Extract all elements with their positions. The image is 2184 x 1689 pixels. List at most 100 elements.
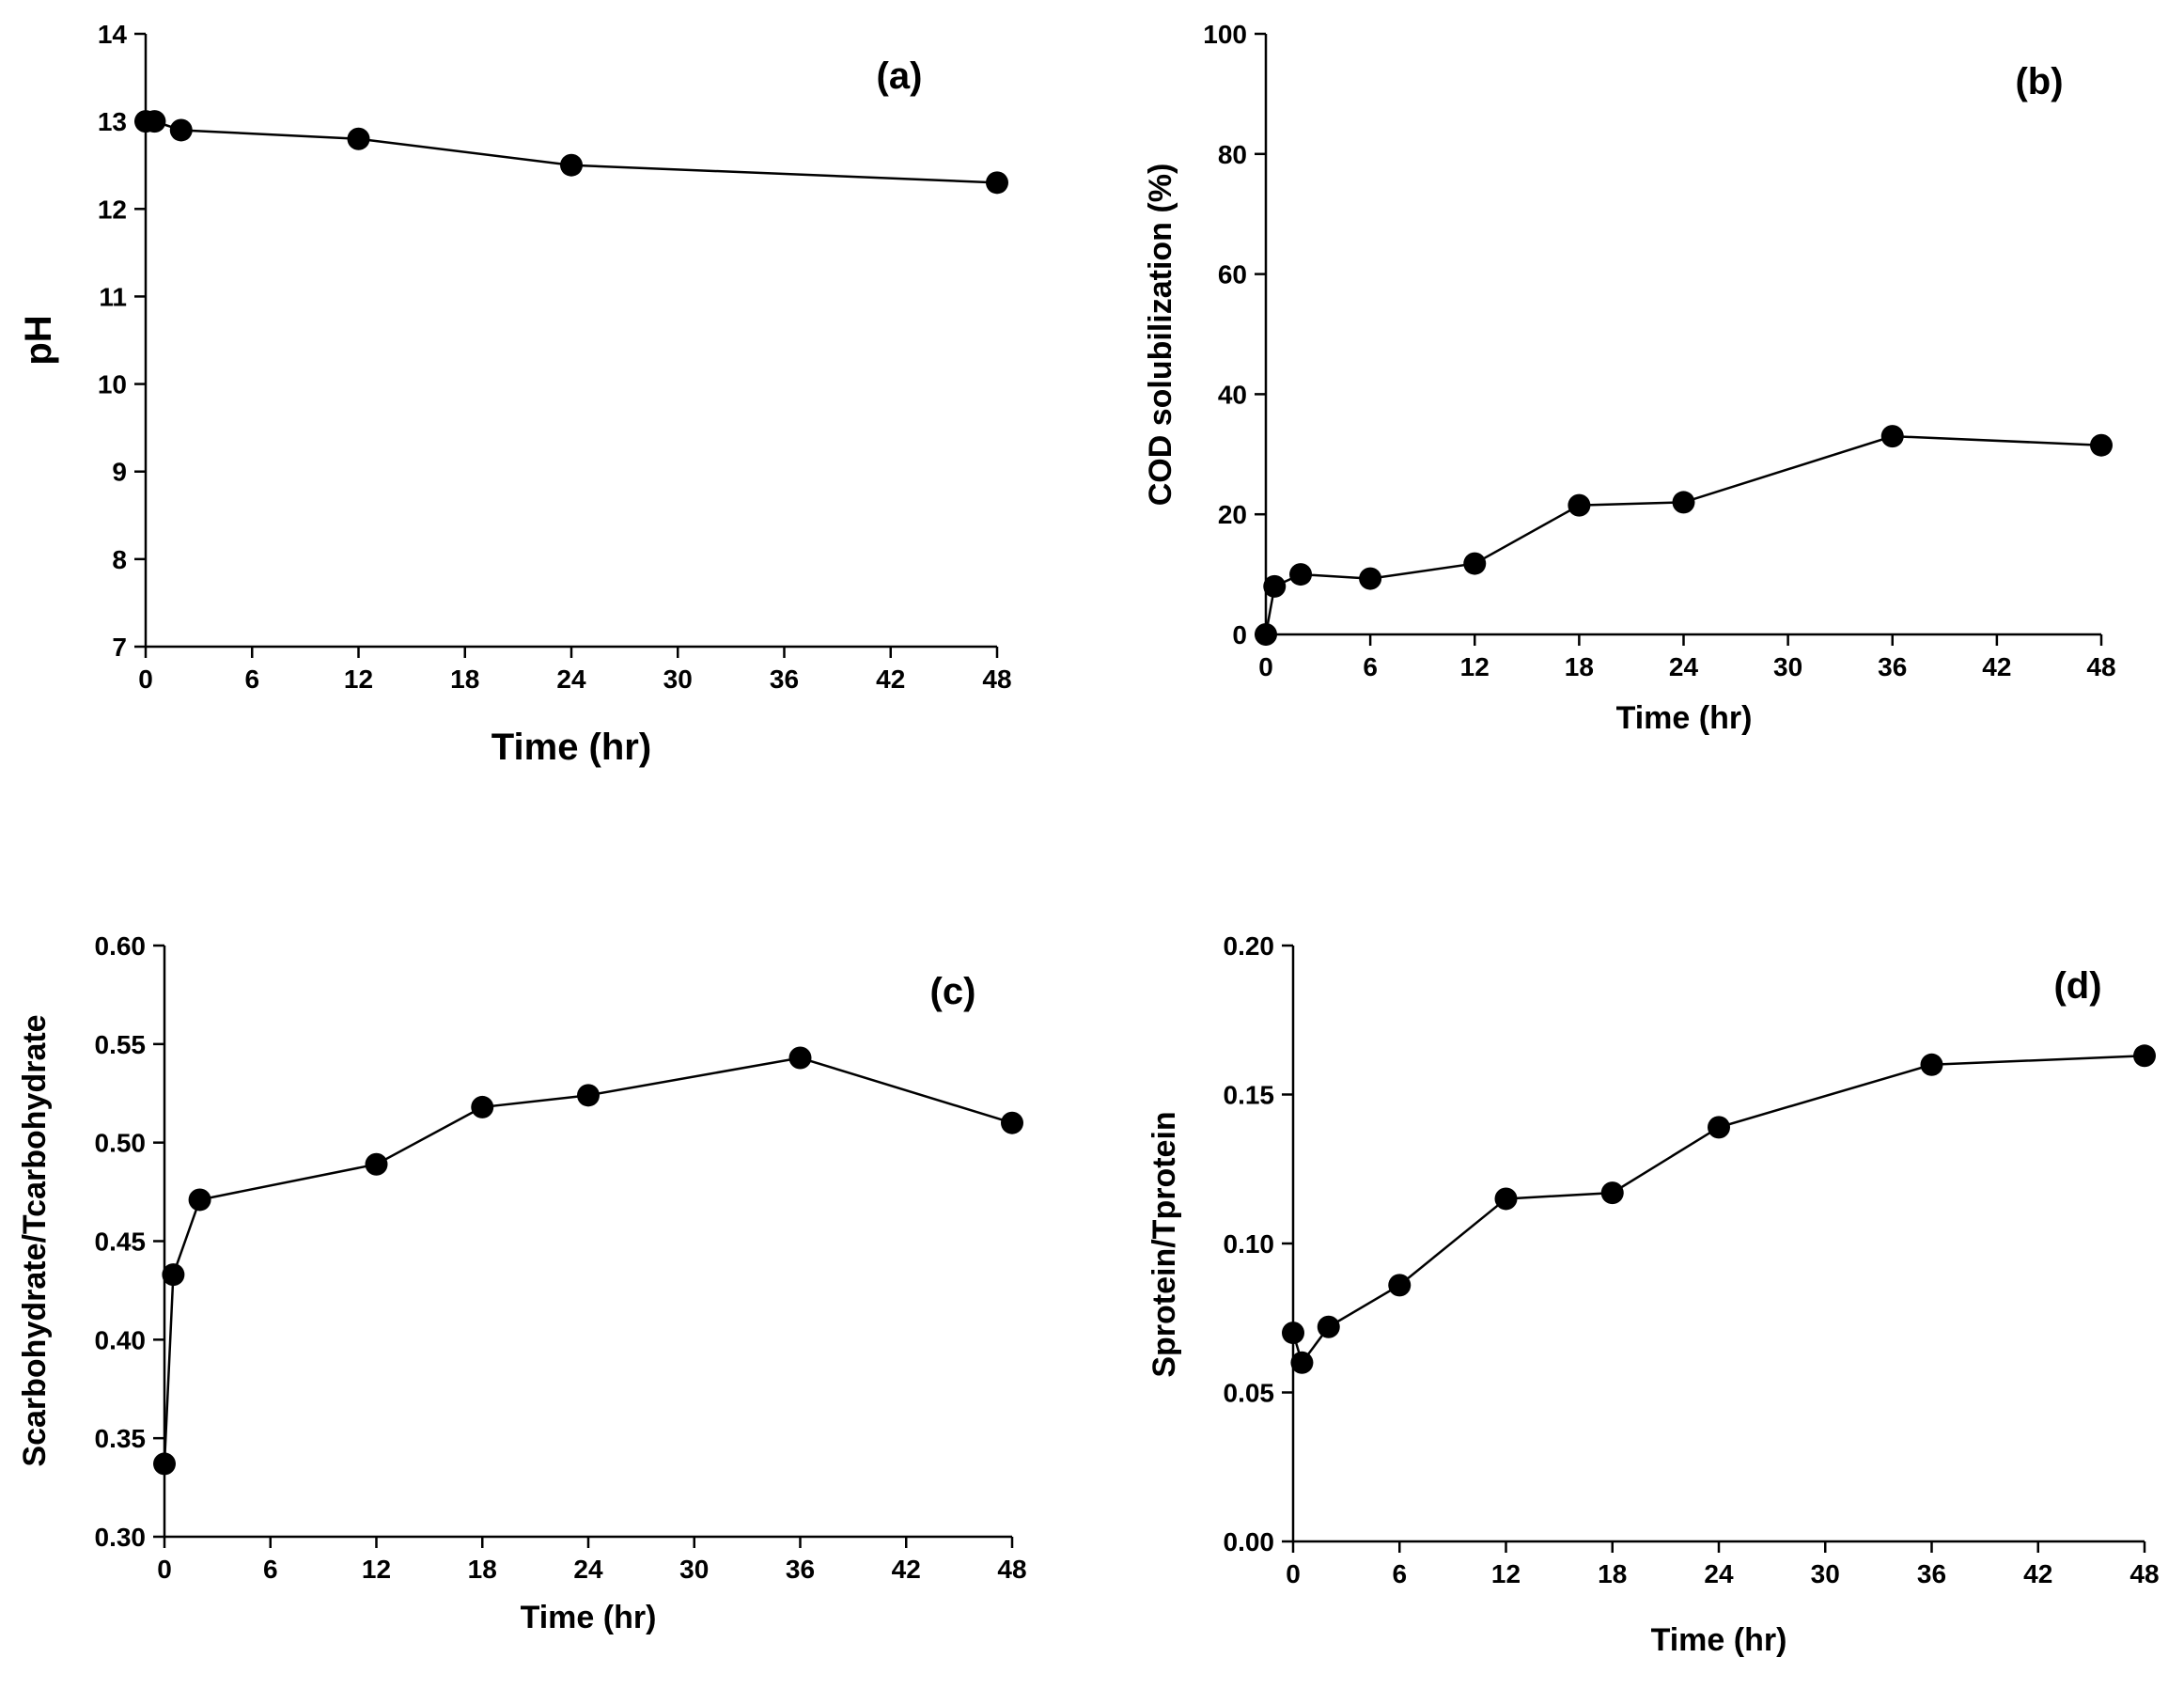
x-tick-label: 24 — [573, 1555, 603, 1584]
x-tick-label: 12 — [362, 1555, 391, 1584]
y-tick-label: 0.20 — [1224, 931, 1275, 961]
data-marks — [1255, 425, 2113, 646]
x-tick-label: 0 — [157, 1555, 172, 1584]
y-tick-label: 60 — [1218, 260, 1247, 289]
y-tick-label: 13 — [98, 107, 127, 136]
data-point — [153, 1452, 176, 1476]
data-point — [1494, 1187, 1518, 1211]
data-point — [471, 1095, 494, 1118]
data-point — [1600, 1181, 1624, 1205]
x-tick-label: 42 — [2023, 1559, 2052, 1588]
y-tick-label: 0.60 — [95, 931, 147, 961]
x-tick-label: 18 — [1598, 1559, 1627, 1588]
x-tick-label: 6 — [1363, 652, 1378, 681]
x-tick-label: 0 — [1258, 652, 1273, 681]
x-tick-label: 12 — [344, 665, 373, 694]
x-tick-label: 48 — [982, 665, 1011, 694]
y-tick-label: 0.45 — [95, 1228, 147, 1257]
data-point — [2090, 433, 2113, 457]
x-tick-label: 0 — [138, 665, 153, 694]
data-point — [560, 153, 583, 177]
data-point — [365, 1152, 388, 1176]
data-point — [1263, 574, 1287, 598]
tick-group: 0 6 12 18 24 30 36 42 48 7 8 9 10 11 12 13 14 — [98, 20, 1012, 694]
data-point — [143, 110, 166, 133]
data-point — [1289, 563, 1313, 586]
chart-panel-b: 0 6 12 18 24 30 36 42 48 0 20 40 60 80 100 (b) Time (h… — [1143, 20, 2116, 736]
data-point — [1255, 623, 1277, 646]
data-point — [986, 171, 1008, 195]
x-tick-label: 42 — [892, 1555, 921, 1584]
data-point — [1290, 1351, 1314, 1374]
y-tick-label: 20 — [1218, 500, 1247, 529]
data-point — [1880, 425, 1904, 448]
y-axis-label: pH — [18, 315, 59, 365]
y-tick-label: 0.50 — [95, 1129, 147, 1158]
data-point — [1001, 1111, 1023, 1134]
y-tick-label: 8 — [112, 545, 127, 574]
x-tick-label: 36 — [1878, 652, 1907, 681]
data-marks — [153, 1046, 1023, 1476]
x-tick-label: 48 — [2086, 652, 2115, 681]
chart-panel-a: 0 6 12 18 24 30 36 42 48 7 8 9 10 11 12 13 14 (a) Time (… — [18, 20, 1012, 768]
x-tick-label: 18 — [450, 665, 479, 694]
x-tick-label: 12 — [1460, 652, 1490, 681]
x-tick-label: 0 — [1286, 1559, 1301, 1588]
y-tick-label: 0 — [1232, 620, 1247, 649]
data-point — [1282, 1321, 1304, 1345]
data-point — [169, 118, 193, 142]
x-axis-label: Time (hr) — [491, 727, 651, 768]
y-tick-label: 0.10 — [1224, 1229, 1275, 1259]
data-marks — [1282, 1044, 2156, 1374]
y-tick-label: 100 — [1203, 20, 1247, 49]
y-tick-label: 0.15 — [1224, 1081, 1275, 1110]
x-tick-label: 42 — [876, 665, 905, 694]
y-axis-label: Sprotein/Tprotein — [1147, 1111, 1182, 1377]
x-tick-label: 30 — [679, 1555, 709, 1584]
panel-label: (b) — [2015, 61, 2063, 102]
chart-panel-c: 0 6 12 18 24 30 36 42 48 0.30 0.35 0.40 0.45 0.50 0.55… — [17, 931, 1027, 1635]
y-tick-label: 40 — [1218, 380, 1247, 409]
y-tick-label: 0.05 — [1224, 1379, 1275, 1408]
x-tick-label: 6 — [244, 665, 259, 694]
series-line — [163, 1056, 1013, 1464]
x-tick-label: 24 — [1669, 652, 1699, 681]
y-tick-label: 12 — [98, 195, 127, 224]
data-point — [1672, 491, 1695, 514]
data-point — [1920, 1053, 1943, 1076]
data-point — [2133, 1044, 2156, 1068]
data-point — [1317, 1315, 1340, 1338]
data-point — [1463, 552, 1487, 575]
x-tick-label: 6 — [1392, 1559, 1407, 1588]
chart-panel-d: 0 6 12 18 24 30 36 42 48 0.00 0.05 0.10 0.15 0.20 (d)… — [1147, 931, 2160, 1658]
y-tick-label: 0.35 — [95, 1424, 147, 1453]
x-tick-label: 48 — [997, 1555, 1026, 1584]
x-tick-label: 24 — [1704, 1559, 1734, 1588]
y-tick-label: 0.40 — [95, 1325, 147, 1354]
x-tick-label: 30 — [1773, 652, 1802, 681]
data-marks — [134, 110, 1008, 195]
data-point — [1359, 567, 1382, 590]
y-tick-label: 0.00 — [1224, 1527, 1275, 1556]
x-tick-label: 36 — [1917, 1559, 1946, 1588]
x-tick-label: 30 — [1811, 1559, 1840, 1588]
x-tick-label: 18 — [468, 1555, 497, 1584]
data-point — [188, 1188, 211, 1212]
panel-label: (d) — [2053, 965, 2101, 1007]
x-tick-label: 36 — [786, 1555, 815, 1584]
data-point — [1708, 1116, 1730, 1139]
y-tick-label: 7 — [112, 633, 127, 662]
y-axis-label: Scarbohydrate/Tcarbohydrate — [17, 1014, 53, 1466]
y-tick-label: 9 — [112, 458, 127, 487]
x-tick-label: 24 — [556, 665, 586, 694]
data-point — [577, 1084, 600, 1107]
x-tick-label: 42 — [1982, 652, 2011, 681]
x-axis-label: Time (hr) — [1616, 700, 1753, 736]
x-axis-label: Time (hr) — [521, 1600, 657, 1635]
x-axis-label: Time (hr) — [1651, 1622, 1787, 1658]
y-tick-label: 0.30 — [95, 1523, 147, 1552]
tick-group: 0 6 12 18 24 30 36 42 48 0.00 0.05 0.10 0.15 0.20 — [1224, 931, 2160, 1588]
x-tick-label: 36 — [770, 665, 799, 694]
